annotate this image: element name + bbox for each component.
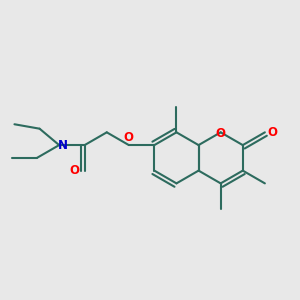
- Text: O: O: [124, 131, 134, 144]
- Text: N: N: [58, 139, 68, 152]
- Text: O: O: [268, 126, 278, 139]
- Text: O: O: [70, 164, 80, 177]
- Text: O: O: [216, 127, 226, 140]
